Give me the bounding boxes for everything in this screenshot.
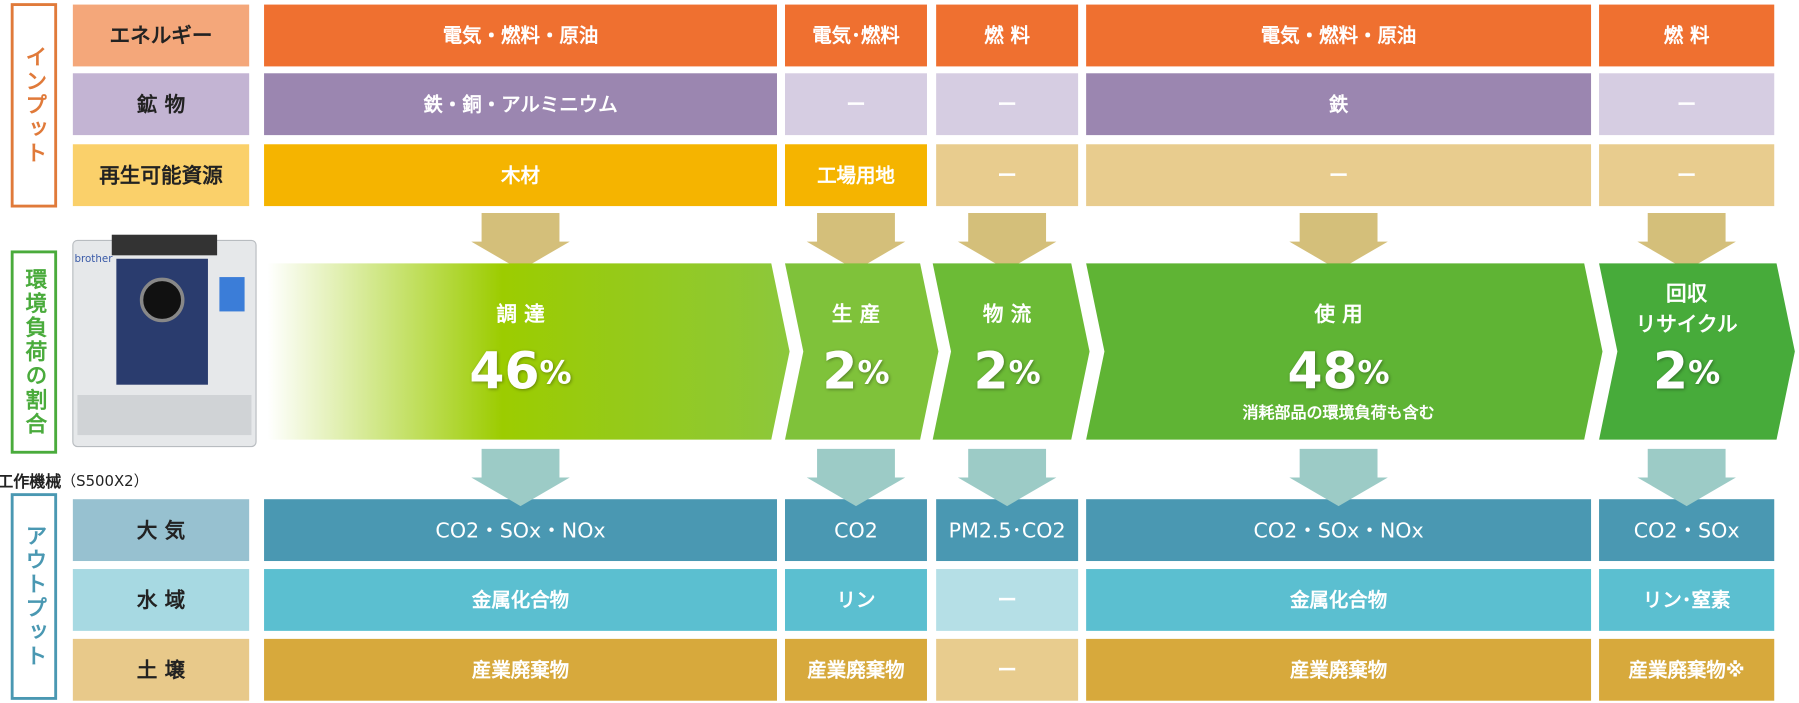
flow-arrow [1637,213,1735,270]
cell-text: ー [1677,164,1696,187]
row-label: 土 壌 [137,658,186,682]
machine [73,235,256,447]
share-value: 46 [469,341,539,400]
cell-text: ー [846,93,865,116]
share-value: 2 [1653,341,1688,400]
flow-arrow [471,449,569,506]
cell-text: 鉄 [1329,93,1349,116]
cell-text: 産業廃棄物※ [1629,658,1745,681]
stage-band [785,263,938,439]
flow-arrow [807,449,905,506]
row-label: エネルギー [110,24,213,48]
flow-arrow [1637,449,1735,506]
cell-text: ー [1677,93,1696,116]
cell-text: ー [997,658,1016,681]
stage-name: リサイクル [1636,312,1738,336]
share-unit: % [1688,353,1720,391]
stage-name: 調 達 [496,302,545,326]
stage-name: 物 流 [983,302,1032,326]
cell-text: CO2・SOx [1634,518,1740,542]
share-unit: % [1358,353,1390,391]
cell-text: ー [997,164,1016,187]
stage-note: 消耗部品の環境負荷も含む [1242,403,1434,422]
cell-text: ー [1329,164,1348,187]
cell-text: 産業廃棄物 [472,658,569,681]
flow-arrow [471,213,569,270]
cell-text: 金属化合物 [471,589,569,612]
flow-arrow [958,449,1056,506]
row-label: 再生可能資源 [99,163,223,187]
stage-band [933,263,1090,439]
cell-text: 金属化合物 [1289,589,1387,612]
cell-text: 工場用地 [817,164,895,187]
cell-text: CO2・SOx・NOx [1254,518,1424,542]
stage-name: 回収 [1666,281,1708,305]
cell-text: 木材 [500,164,540,187]
flow-arrow [958,213,1056,270]
cell-text: 燃 料 [984,24,1030,47]
machine-caption: 工作機械（S500X2） [0,472,149,491]
cell-text: PM2.5･CO2 [949,518,1066,542]
cell-text: 産業廃棄物 [807,658,904,681]
cell-text: リン･窒素 [1643,589,1731,612]
cell-text: リン [837,589,876,612]
cell-text: ー [997,589,1016,612]
cell-text: CO2 [834,518,878,542]
cell-text: 鉄・銅・アルミニウム [423,93,617,116]
share-unit: % [857,353,889,391]
share-value: 2 [822,341,857,400]
machine-brand: brother [74,253,113,265]
stage-name: 使 用 [1313,302,1362,326]
row-label: 大 気 [137,518,186,542]
share-value: 48 [1287,341,1357,400]
caption-name: 工作機械 [0,472,61,491]
flow-arrow [1289,213,1387,270]
row-label: 鉱 物 [137,92,185,116]
cell-text: ー [997,93,1016,116]
side-label: 環境負荷の割合 [22,268,47,436]
flow-arrow [807,213,905,270]
share-value: 2 [974,341,1009,400]
cell-text: 電気・燃料・原油 [443,24,599,47]
flow-arrow [1289,449,1387,506]
cell-text: 燃 料 [1664,24,1710,47]
stage-name: 生 産 [832,302,880,326]
cell-text: 電気・燃料・原油 [1261,24,1417,47]
cell-text: 産業廃棄物 [1290,658,1387,681]
row-label: 水 域 [137,588,186,612]
cell-text: 電気･燃料 [812,24,900,47]
side-label: インプット [22,45,47,165]
cell-text: CO2・SOx・NOx [435,518,605,542]
share-unit: % [1009,353,1041,391]
diagram: インプット環境負荷の割合アウトプット エネルギー 電気・燃料・原油 電気･燃料 燃 料 電… [0,0,1799,703]
side-label: アウトプット [22,524,47,668]
caption-model: （S500X2） [61,472,148,490]
share-unit: % [540,353,572,391]
